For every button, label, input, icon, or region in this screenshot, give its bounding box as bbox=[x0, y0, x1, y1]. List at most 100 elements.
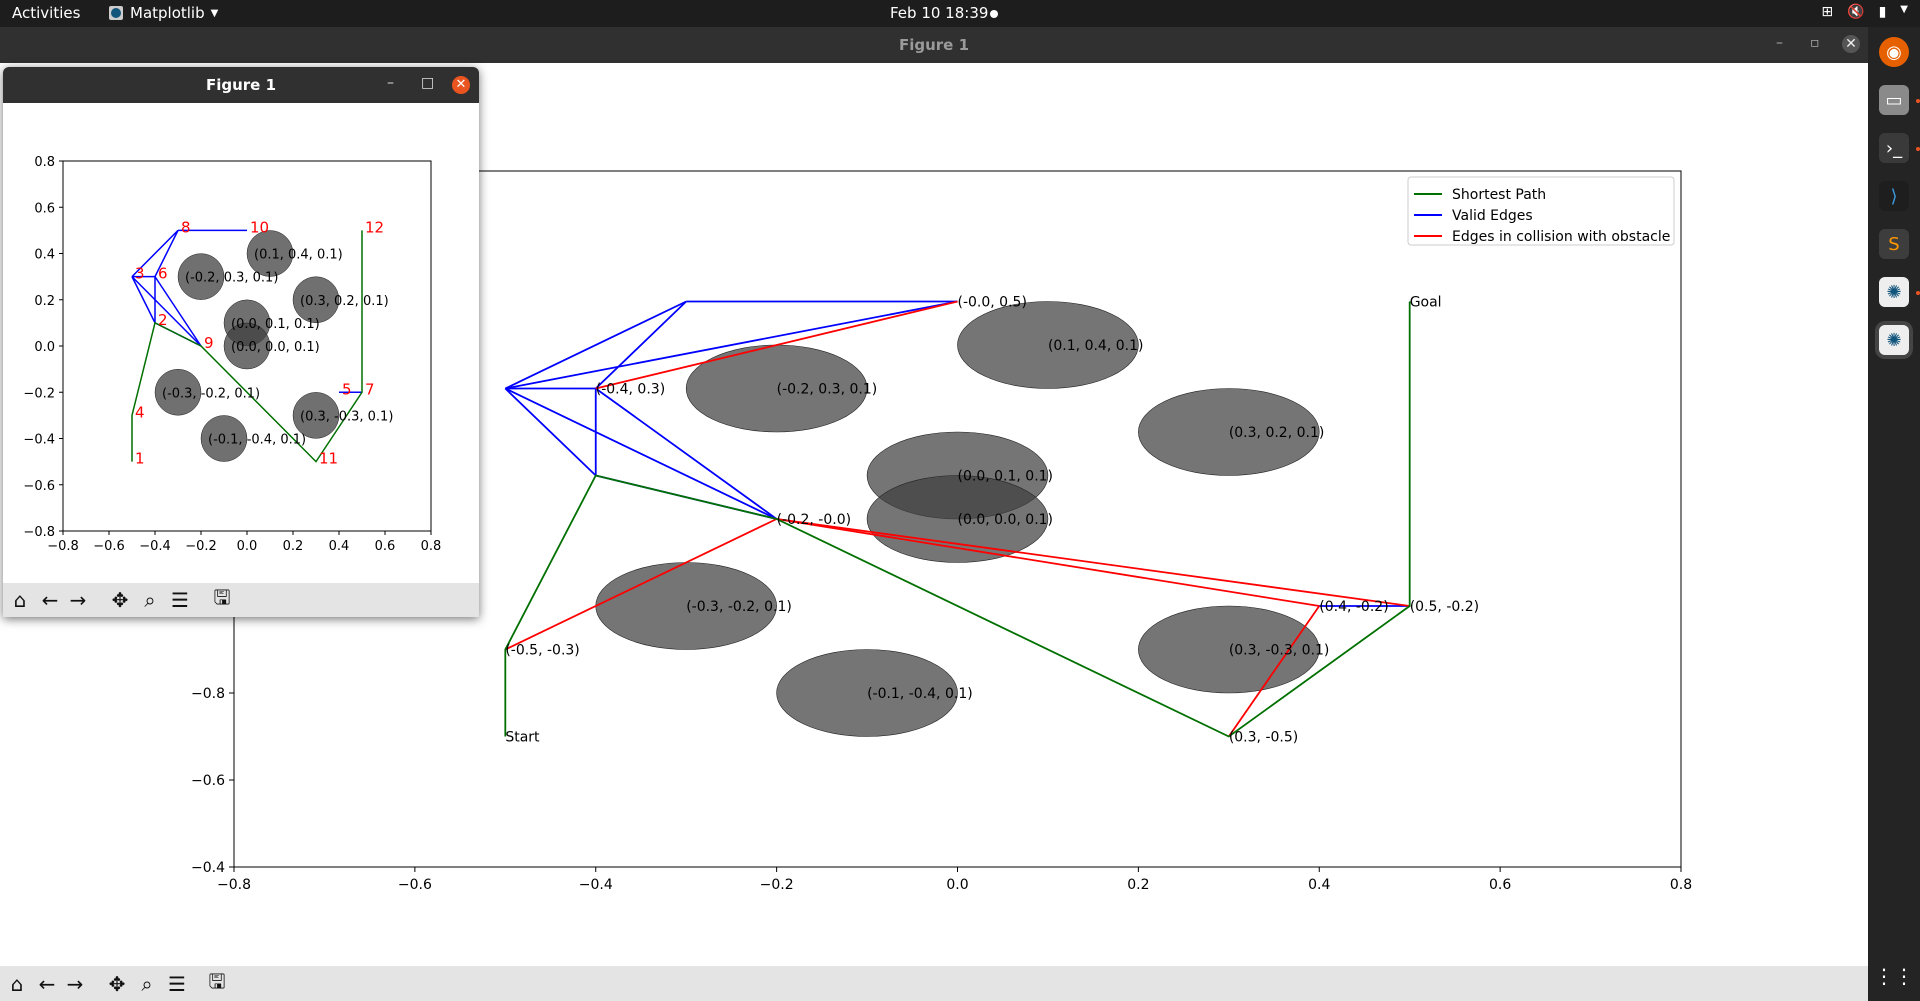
pan-icon[interactable]: ✥ bbox=[108, 972, 126, 996]
home-icon[interactable]: ⌂ bbox=[10, 972, 24, 996]
x-tick-label: 0.0 bbox=[946, 877, 968, 893]
obstacle-label: (0.0, 0.1, 0.1) bbox=[958, 469, 1054, 485]
obstacle-label: (-0.1, -0.4, 0.1) bbox=[867, 686, 973, 702]
configure-subplots-icon[interactable]: ☰ bbox=[168, 972, 186, 996]
legend-label: Edges in collision with obstacle bbox=[1452, 229, 1670, 245]
matplotlib-figure-icon[interactable]: ✺ bbox=[1879, 277, 1909, 307]
x-tick-label: −0.8 bbox=[217, 877, 251, 893]
valid-edge bbox=[504, 300, 687, 390]
forward-arrow-icon[interactable]: → bbox=[66, 972, 84, 996]
show-apps-icon[interactable]: ⋮⋮ bbox=[1874, 964, 1914, 988]
obstacle-label: (0.1, 0.4, 0.1) bbox=[254, 248, 343, 263]
y-tick-label: 0.4 bbox=[34, 248, 55, 263]
obstacle-label: (0.0, 0.1, 0.1) bbox=[231, 317, 320, 332]
x-tick-label: −0.2 bbox=[185, 539, 217, 554]
node-number-label: 8 bbox=[181, 218, 191, 236]
files-icon[interactable]: ▭ bbox=[1879, 85, 1909, 115]
node-number-label: 10 bbox=[250, 218, 269, 236]
notification-dot-icon bbox=[990, 10, 998, 18]
node-number-label: 12 bbox=[365, 218, 384, 236]
save-icon[interactable]: 🖫 bbox=[208, 969, 226, 993]
forward-arrow-icon[interactable]: → bbox=[69, 588, 87, 612]
terminal-icon[interactable]: ›_ bbox=[1879, 133, 1909, 163]
node-label: (-0.0, 0.5) bbox=[958, 295, 1027, 311]
shortest-path-line bbox=[131, 230, 363, 463]
shortest-path-line bbox=[504, 301, 1411, 738]
main-window-titlebar: Figure 1 – ▫ ✕ bbox=[0, 27, 1868, 63]
back-arrow-icon[interactable]: ← bbox=[41, 588, 59, 612]
obstacle-circle bbox=[776, 649, 958, 737]
small-chart: (0.1, 0.4, 0.1) (-0.2, 0.3, 0.1) (0.3, 0.2… bbox=[23, 155, 441, 554]
navigation-toolbar: ⌂ ← → ✥ ⌕ ☰ 🖫 bbox=[0, 966, 1868, 1001]
obstacle-circle bbox=[177, 253, 225, 300]
minimize-icon[interactable]: – bbox=[1776, 35, 1783, 51]
clock[interactable]: Feb 10 18:39 bbox=[890, 4, 989, 22]
network-icon: ⊞ bbox=[1821, 4, 1834, 20]
close-icon[interactable]: ✕ bbox=[1842, 35, 1860, 53]
matplotlib-figure-icon[interactable]: ✺ bbox=[1879, 325, 1909, 355]
vscode-icon[interactable]: ⟩ bbox=[1879, 181, 1909, 211]
activities-button[interactable]: Activities bbox=[12, 4, 81, 22]
figure-window[interactable]: Figure 1 – □ ✕ (0.1, 0.4, 0.1) (-0.2, 0.3… bbox=[3, 67, 479, 617]
obstacle-circle bbox=[292, 276, 340, 323]
zoom-icon[interactable]: ⌕ bbox=[141, 972, 153, 996]
x-tick-label: −0.6 bbox=[398, 877, 432, 893]
back-arrow-icon[interactable]: ← bbox=[38, 972, 56, 996]
obstacle-label: (0.3, -0.3, 0.1) bbox=[300, 409, 393, 424]
y-tick-label: −0.6 bbox=[23, 479, 55, 494]
collision-edge bbox=[776, 518, 1320, 607]
app-menu-label: Matplotlib bbox=[130, 4, 205, 22]
node-label: (-0.2, -0.0) bbox=[777, 512, 851, 528]
node-number-label: 3 bbox=[135, 265, 145, 283]
node-number-label: 6 bbox=[158, 265, 168, 283]
obstacle-circle bbox=[154, 369, 202, 416]
obstacle-label: (-0.3, -0.2, 0.1) bbox=[162, 386, 260, 401]
sublime-text-icon[interactable]: S bbox=[1879, 229, 1909, 259]
maximize-icon[interactable]: □ bbox=[421, 75, 435, 91]
volume-icon: 🔇 bbox=[1847, 4, 1865, 20]
chevron-down-icon: ▼ bbox=[1900, 4, 1908, 15]
legend-box bbox=[1407, 176, 1675, 246]
running-indicator bbox=[1916, 291, 1920, 295]
valid-edge bbox=[131, 276, 156, 324]
pan-icon[interactable]: ✥ bbox=[111, 588, 129, 612]
y-tick-label: 0.0 bbox=[34, 340, 55, 355]
obstacle-label: (0.3, -0.3, 0.1) bbox=[1229, 643, 1330, 659]
system-tray[interactable]: ⊞ 🔇 ▮ ▼ bbox=[1821, 4, 1908, 20]
y-tick-label: −0.8 bbox=[23, 525, 55, 540]
obstacle-circle bbox=[200, 415, 248, 462]
y-tick-label: 0.6 bbox=[34, 201, 55, 216]
app-menu[interactable]: Matplotlib ▼ bbox=[108, 4, 218, 22]
node-number-label: 9 bbox=[204, 334, 214, 352]
zoom-icon[interactable]: ⌕ bbox=[144, 588, 156, 612]
figure-window-titlebar[interactable]: Figure 1 – □ ✕ bbox=[3, 67, 479, 103]
battery-icon: ▮ bbox=[1878, 4, 1887, 20]
x-tick-label: −0.6 bbox=[93, 539, 125, 554]
figure-canvas[interactable]: (0.1, 0.4, 0.1) (-0.2, 0.3, 0.1) (0.3, 0.2… bbox=[3, 103, 479, 583]
running-indicator bbox=[1916, 99, 1920, 103]
x-tick-label: 0.2 bbox=[1127, 877, 1149, 893]
y-tick-label: −0.6 bbox=[191, 773, 225, 789]
save-icon[interactable]: 🖫 bbox=[213, 585, 231, 609]
home-icon[interactable]: ⌂ bbox=[13, 588, 27, 612]
minimize-icon[interactable]: – bbox=[387, 75, 394, 91]
y-tick-label: 0.2 bbox=[34, 294, 55, 309]
x-tick-label: 0.8 bbox=[1670, 877, 1692, 893]
configure-subplots-icon[interactable]: ☰ bbox=[171, 588, 189, 612]
y-tick-label: 0.8 bbox=[34, 155, 55, 170]
valid-edge bbox=[595, 300, 687, 390]
node-label: (-0.5, -0.3) bbox=[505, 643, 579, 659]
close-icon[interactable]: ✕ bbox=[452, 76, 470, 94]
firefox-icon[interactable]: ◉ bbox=[1879, 37, 1909, 67]
collision-edge bbox=[776, 518, 1410, 607]
valid-edge bbox=[504, 387, 778, 520]
restore-icon[interactable]: ▫ bbox=[1810, 35, 1820, 51]
valid-edge bbox=[131, 276, 202, 347]
y-tick-label: −0.8 bbox=[191, 686, 225, 702]
valid-edge bbox=[505, 300, 958, 390]
y-tick-label: −0.4 bbox=[191, 860, 225, 876]
obstacle-label: (0.3, 0.2, 0.1) bbox=[1229, 425, 1325, 441]
node-label: (0.5, -0.2) bbox=[1410, 599, 1479, 615]
x-tick-label: −0.4 bbox=[139, 539, 171, 554]
node-number-label: 5 bbox=[342, 380, 352, 398]
